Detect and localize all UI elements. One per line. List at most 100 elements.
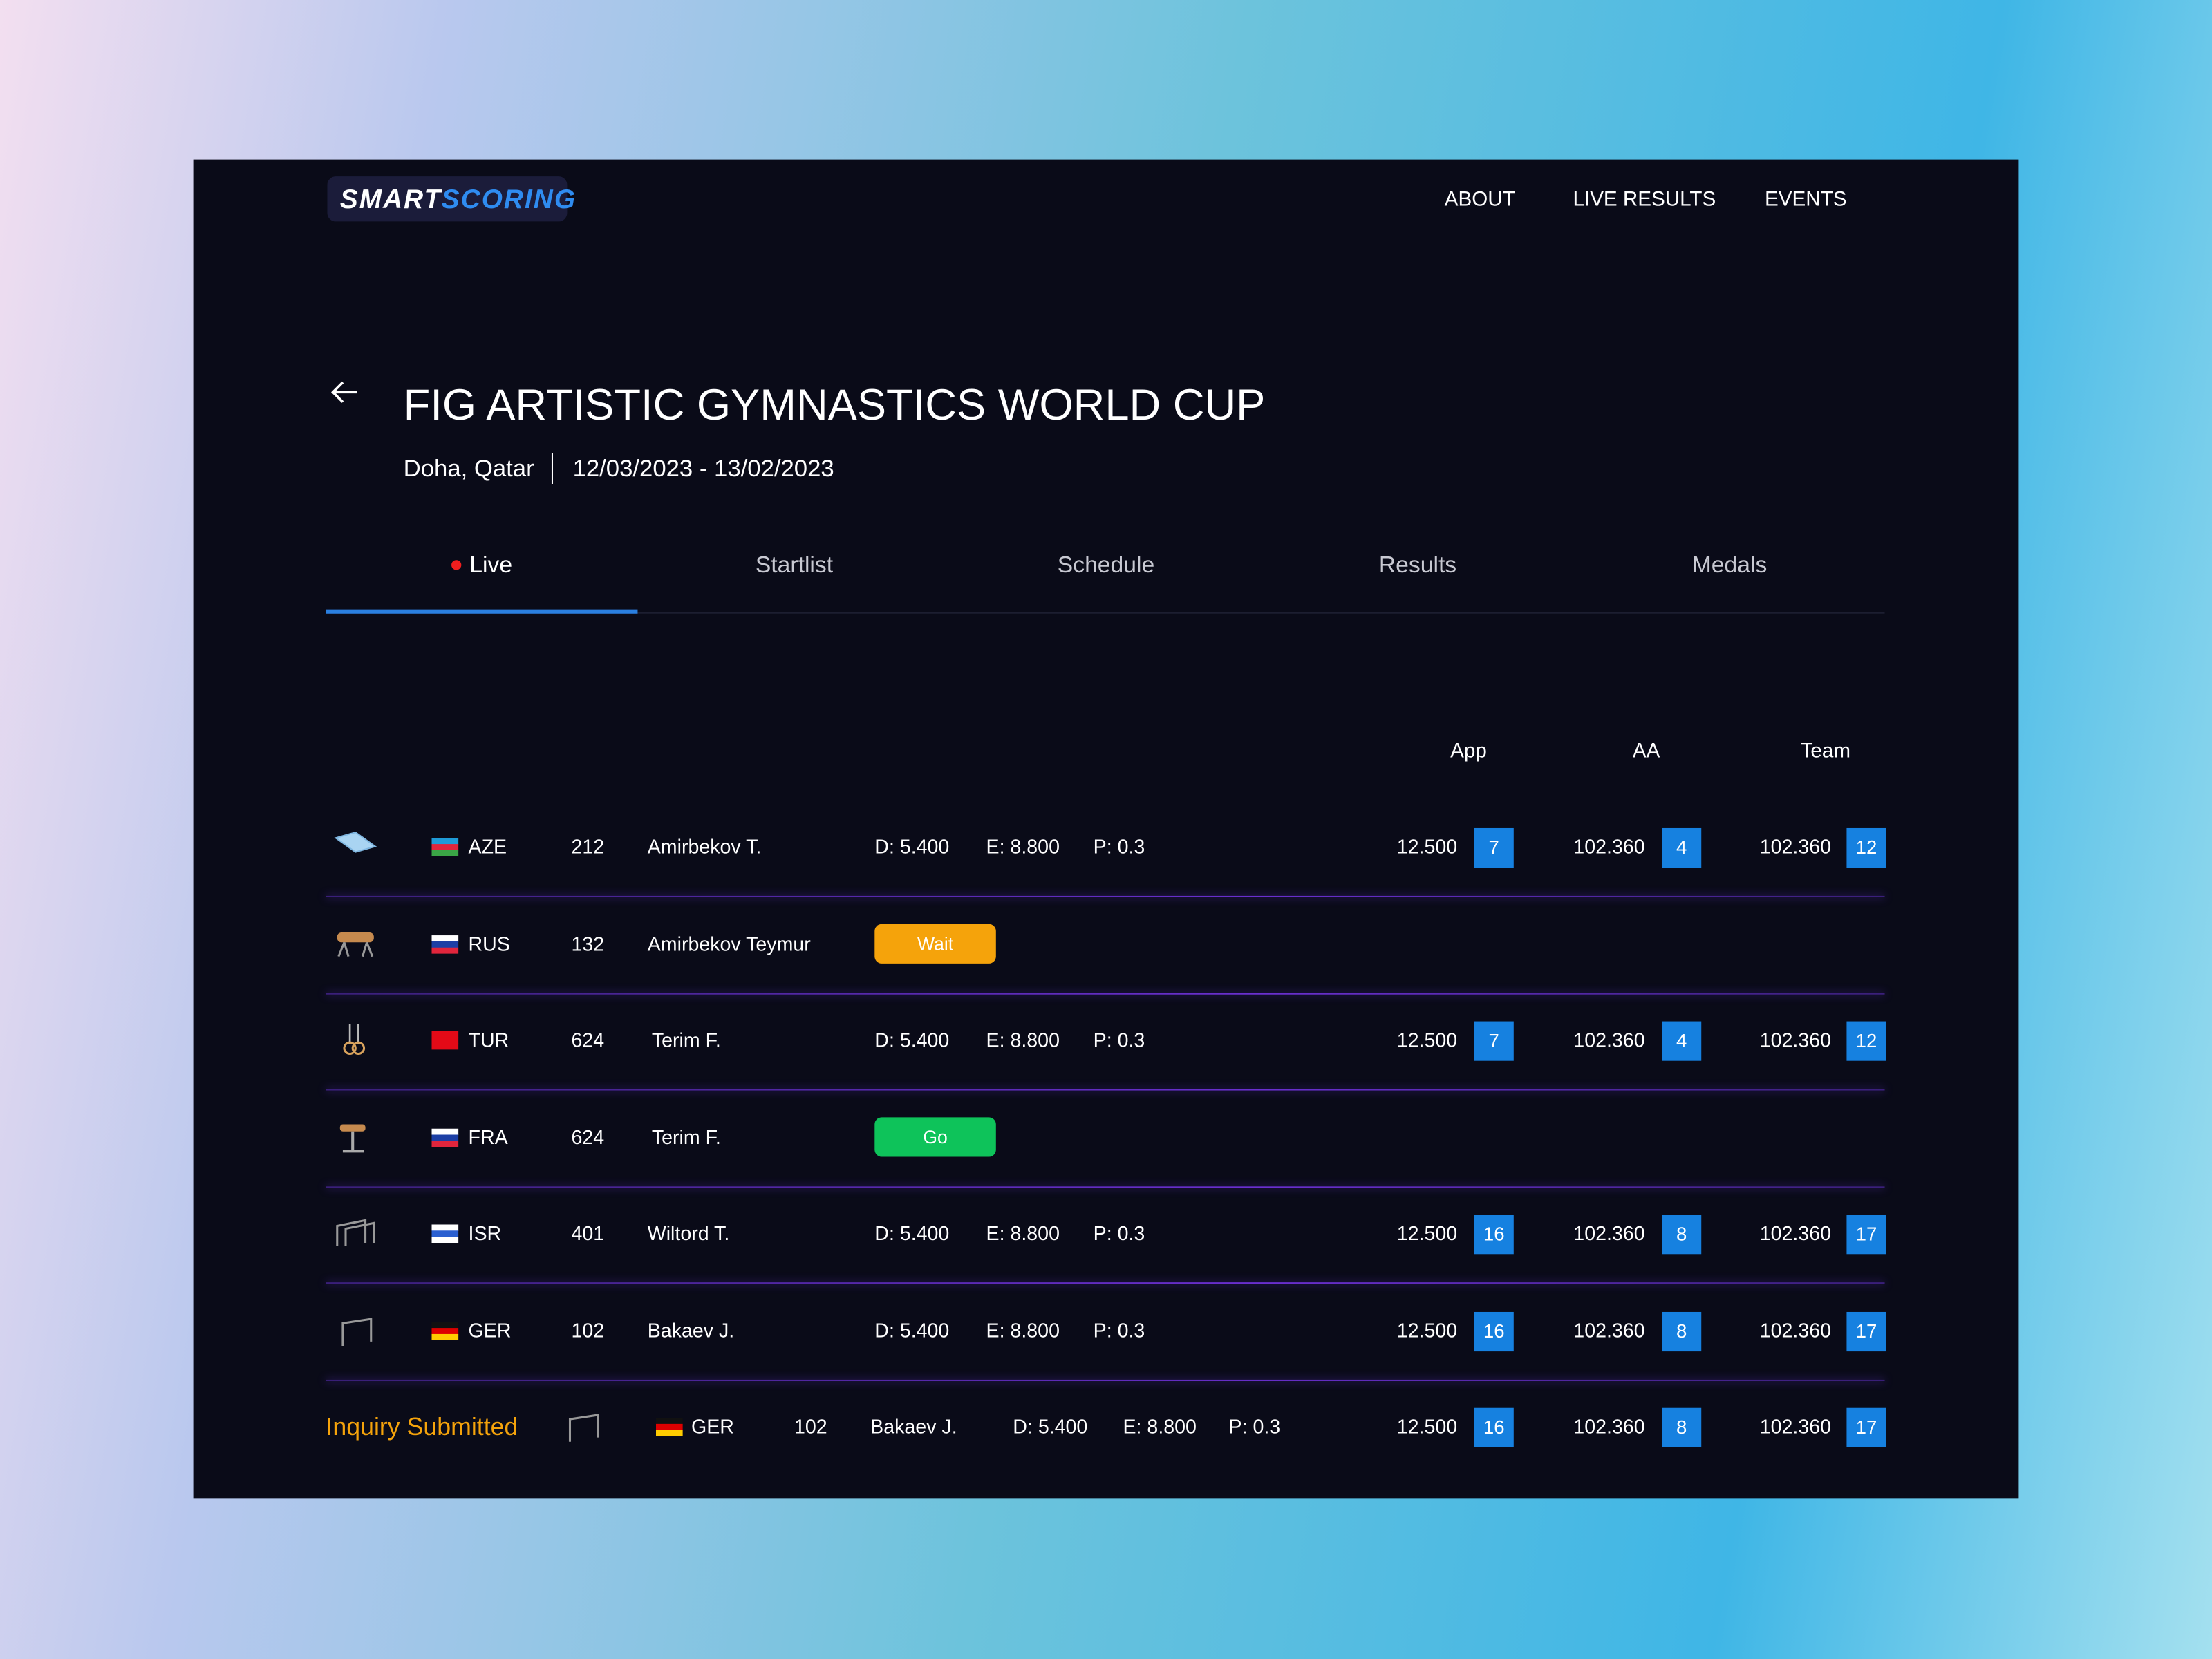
flag [431, 1031, 459, 1050]
inquiry-label: Inquiry Submitted [326, 1412, 518, 1441]
rank: 16 [1483, 1320, 1505, 1342]
athlete-name: Terim F. [651, 1125, 721, 1148]
p-score: P: 0.3 [1093, 1221, 1145, 1244]
status: Go [923, 1125, 948, 1147]
tab[interactable]: Medals [1691, 552, 1768, 579]
flag [431, 838, 459, 857]
rank: 7 [1488, 836, 1499, 859]
logo-scoring: SCORING [441, 185, 577, 216]
flag [431, 935, 459, 954]
nav-link[interactable]: EVENTS [1765, 188, 1847, 212]
app-score: 12.500 [1396, 1414, 1458, 1438]
app-score: 12.500 [1396, 1318, 1458, 1341]
rank-badge [1474, 1407, 1514, 1447]
column-header: Team [1800, 740, 1851, 763]
tab[interactable]: Schedule [1057, 552, 1155, 579]
apparatus-icon [332, 1215, 379, 1251]
p-score: P: 0.3 [1093, 835, 1145, 858]
column-header: App [1450, 740, 1487, 763]
rank-badge [1846, 1215, 1886, 1255]
apparatus-icon [332, 1311, 379, 1348]
athlete-number: 102 [571, 1318, 605, 1341]
row-separator [326, 1378, 1885, 1380]
apparatus-icon [332, 1022, 379, 1058]
rank: 4 [1676, 1030, 1687, 1051]
flag [431, 1224, 459, 1244]
logo-box[interactable] [327, 176, 568, 222]
event-dates: 12/03/2023 - 13/02/2023 [572, 455, 834, 482]
tab[interactable]: Startlist [755, 552, 834, 579]
rank: 7 [1488, 1030, 1499, 1051]
country-code: GER [468, 1318, 512, 1341]
e-score: E: 8.800 [986, 1318, 1060, 1341]
rank-badge [1474, 1311, 1514, 1351]
rank: 12 [1855, 1030, 1877, 1051]
rank: 17 [1855, 1223, 1877, 1245]
rank: 4 [1676, 836, 1687, 859]
row-separator [326, 1282, 1885, 1284]
aa-score: 102.360 [1573, 835, 1645, 858]
event-title: FIG ARTISTIC GYMNASTICS WORLD CUP [403, 379, 1266, 430]
app-score: 12.500 [1396, 1221, 1458, 1244]
rank-badge [1846, 827, 1886, 868]
country-code: TUR [468, 1028, 509, 1051]
rank: 8 [1676, 1416, 1687, 1438]
rank: 16 [1483, 1223, 1505, 1245]
tab-underline [326, 609, 638, 614]
apparatus-icon [332, 1118, 379, 1154]
tab[interactable]: Live [469, 552, 513, 579]
app-score: 12.500 [1396, 835, 1458, 858]
aa-score: 102.360 [1573, 1221, 1645, 1244]
country-code: RUS [468, 931, 510, 955]
team-score: 102.360 [1759, 835, 1831, 858]
row-separator [326, 895, 1885, 897]
logo-smart: SMART [339, 185, 442, 216]
row-separator [326, 1185, 1885, 1188]
status-button[interactable] [874, 1116, 996, 1156]
athlete-name: Terim F. [651, 1028, 721, 1051]
team-score: 102.360 [1759, 1221, 1831, 1244]
rank-badge [1846, 1311, 1886, 1351]
d-score: D: 5.400 [874, 835, 950, 858]
rank: 17 [1855, 1320, 1877, 1342]
tab[interactable]: Results [1378, 552, 1457, 579]
rank-badge [1846, 1407, 1886, 1447]
athlete-number: 624 [571, 1125, 605, 1148]
country-code: FRA [468, 1125, 508, 1148]
status-button[interactable] [874, 923, 996, 963]
rank-badge [1474, 827, 1514, 868]
p-score: P: 0.3 [1093, 1028, 1145, 1051]
e-score: E: 8.800 [986, 1221, 1060, 1244]
athlete-name: Bakaev J. [870, 1414, 957, 1438]
athlete-number: 401 [571, 1221, 605, 1244]
athlete-number: 624 [571, 1028, 605, 1051]
country-code: ISR [468, 1221, 502, 1244]
row-separator [326, 992, 1885, 994]
team-score: 102.360 [1759, 1028, 1831, 1051]
nav-link[interactable]: ABOUT [1444, 188, 1515, 212]
event-location: Doha, Qatar [403, 455, 534, 482]
team-score: 102.360 [1759, 1318, 1831, 1341]
rank-badge [1474, 1215, 1514, 1255]
rank-badge [1662, 1021, 1702, 1061]
d-score: D: 5.400 [874, 1028, 950, 1051]
athlete-name: Amirbekov T. [647, 835, 762, 858]
d-score: D: 5.400 [874, 1221, 950, 1244]
e-score: E: 8.800 [986, 1028, 1060, 1051]
status: Wait [917, 932, 954, 954]
d-score: D: 5.400 [874, 1318, 950, 1341]
country-code: GER [691, 1414, 734, 1438]
back-arrow[interactable] [329, 379, 360, 405]
nav-link[interactable]: LIVE RESULTS [1573, 188, 1716, 212]
team-score: 102.360 [1759, 1414, 1831, 1438]
rank-badge [1846, 1021, 1886, 1061]
column-header: AA [1632, 740, 1660, 763]
apparatus-icon [559, 1408, 606, 1445]
aa-score: 102.360 [1573, 1028, 1645, 1051]
athlete-name: Wiltord T. [647, 1221, 730, 1244]
rank-badge [1662, 1311, 1702, 1351]
rank: 8 [1676, 1320, 1687, 1342]
panel [193, 159, 2019, 1499]
location-divider [551, 453, 553, 484]
